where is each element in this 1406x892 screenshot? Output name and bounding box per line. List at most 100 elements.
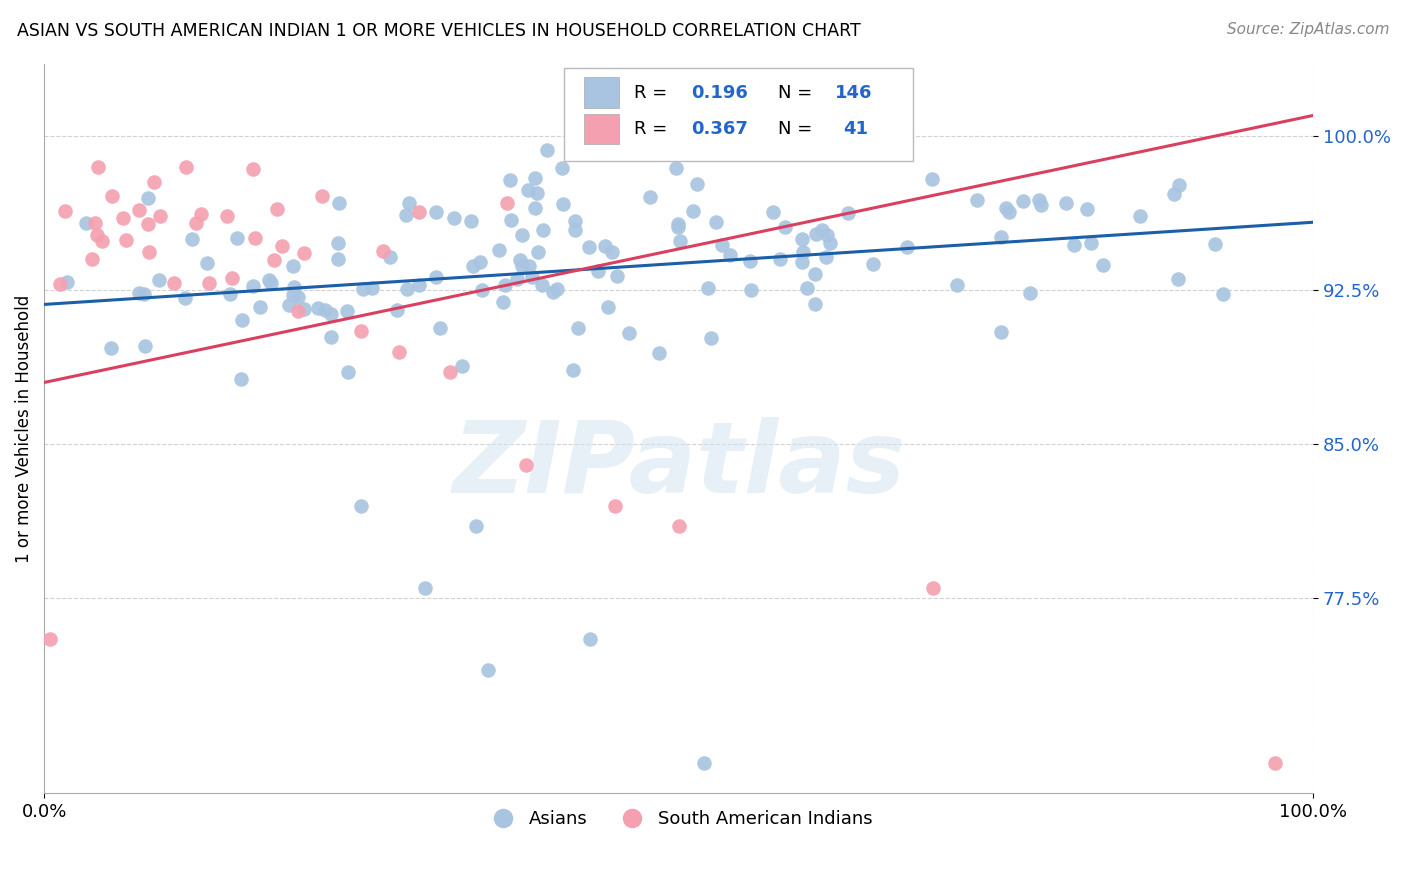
Point bbox=[509, 253, 531, 268]
Point bbox=[225, 230, 247, 244]
Point bbox=[567, 321, 589, 335]
Point bbox=[471, 283, 494, 297]
Point bbox=[195, 256, 218, 270]
Text: N =: N = bbox=[778, 84, 818, 102]
Point bbox=[352, 282, 374, 296]
Point bbox=[281, 288, 304, 302]
Point bbox=[499, 213, 522, 227]
Point bbox=[439, 365, 461, 379]
Point bbox=[1029, 198, 1052, 212]
Point bbox=[762, 204, 785, 219]
Point bbox=[477, 663, 499, 677]
Point bbox=[1204, 236, 1226, 251]
Point bbox=[148, 273, 170, 287]
Point bbox=[249, 300, 271, 314]
Text: 41: 41 bbox=[844, 120, 869, 138]
Point bbox=[283, 280, 305, 294]
Point bbox=[149, 210, 172, 224]
Point bbox=[271, 239, 294, 253]
Point bbox=[134, 339, 156, 353]
Point bbox=[287, 290, 309, 304]
Point bbox=[336, 304, 359, 318]
Point bbox=[541, 285, 564, 300]
Point bbox=[648, 346, 671, 360]
Point bbox=[198, 277, 221, 291]
Point bbox=[217, 209, 239, 223]
Point bbox=[796, 280, 818, 294]
Point bbox=[531, 223, 554, 237]
Point bbox=[314, 302, 336, 317]
Point bbox=[242, 162, 264, 177]
Point bbox=[328, 196, 350, 211]
Point bbox=[564, 223, 586, 237]
Point bbox=[395, 282, 418, 296]
Text: R =: R = bbox=[634, 120, 673, 138]
Point bbox=[311, 189, 333, 203]
Point bbox=[1076, 202, 1098, 216]
Point bbox=[1264, 756, 1286, 770]
Point bbox=[517, 260, 540, 274]
Text: ASIAN VS SOUTH AMERICAN INDIAN 1 OR MORE VEHICLES IN HOUSEHOLD CORRELATION CHART: ASIAN VS SOUTH AMERICAN INDIAN 1 OR MORE… bbox=[17, 22, 860, 40]
Point bbox=[464, 519, 486, 533]
Point bbox=[190, 207, 212, 221]
Point bbox=[259, 276, 281, 290]
Point bbox=[921, 581, 943, 595]
Point bbox=[815, 250, 838, 264]
Point bbox=[425, 204, 447, 219]
Point bbox=[668, 235, 690, 249]
Point bbox=[499, 173, 522, 187]
Point bbox=[506, 272, 529, 286]
Point bbox=[100, 341, 122, 355]
Point bbox=[100, 189, 122, 203]
Point bbox=[281, 259, 304, 273]
Point bbox=[82, 252, 104, 267]
Point bbox=[804, 267, 827, 281]
Point bbox=[946, 278, 969, 293]
Point bbox=[143, 175, 166, 189]
Point bbox=[697, 281, 720, 295]
Text: 0.367: 0.367 bbox=[692, 120, 748, 138]
Point bbox=[682, 204, 704, 219]
Point bbox=[773, 220, 796, 235]
Point bbox=[470, 255, 492, 269]
Point bbox=[378, 250, 401, 264]
Point bbox=[350, 499, 373, 513]
Point bbox=[815, 227, 838, 242]
Point bbox=[443, 211, 465, 226]
Point bbox=[593, 238, 616, 252]
Point bbox=[740, 283, 762, 297]
Point bbox=[921, 171, 943, 186]
Point bbox=[328, 235, 350, 250]
Point bbox=[408, 204, 430, 219]
Point bbox=[463, 259, 485, 273]
Point bbox=[665, 161, 688, 175]
Point bbox=[184, 216, 207, 230]
Point bbox=[740, 254, 762, 268]
Point bbox=[243, 231, 266, 245]
Point bbox=[292, 302, 315, 317]
Point bbox=[769, 252, 792, 266]
Point bbox=[688, 145, 710, 159]
Point bbox=[1019, 285, 1042, 300]
Point bbox=[605, 499, 627, 513]
Point bbox=[710, 238, 733, 252]
Point bbox=[136, 191, 159, 205]
Point bbox=[219, 287, 242, 301]
Point bbox=[803, 297, 825, 311]
Text: Source: ZipAtlas.com: Source: ZipAtlas.com bbox=[1226, 22, 1389, 37]
Point bbox=[174, 160, 197, 174]
Text: 146: 146 bbox=[835, 84, 872, 102]
Point bbox=[990, 325, 1012, 339]
FancyBboxPatch shape bbox=[583, 78, 619, 108]
Point bbox=[1092, 259, 1115, 273]
Point bbox=[640, 190, 662, 204]
Point bbox=[408, 278, 430, 293]
Point bbox=[292, 245, 315, 260]
Point bbox=[1167, 272, 1189, 286]
Point bbox=[527, 244, 550, 259]
Point bbox=[699, 331, 721, 345]
Point bbox=[1054, 195, 1077, 210]
Point bbox=[231, 372, 253, 386]
Point bbox=[257, 273, 280, 287]
Point bbox=[221, 271, 243, 285]
